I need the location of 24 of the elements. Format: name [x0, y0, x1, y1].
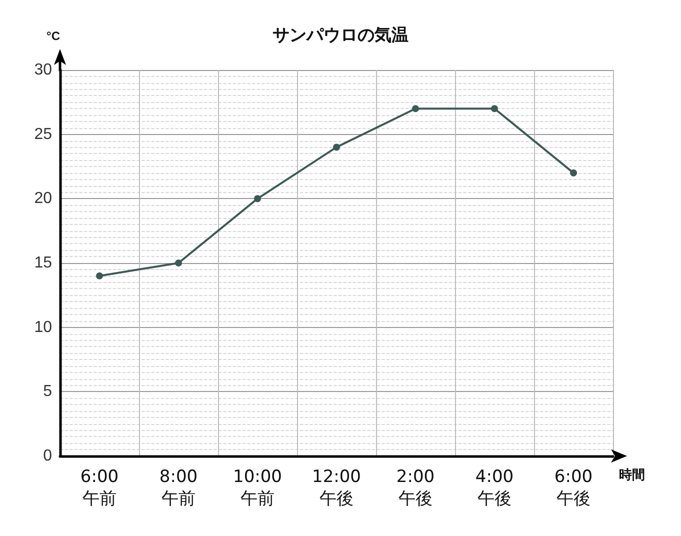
- point: [175, 260, 182, 266]
- x-tick-label: 6:00 午後: [554, 467, 593, 509]
- point: [254, 195, 261, 202]
- x-tick-label: 2:00 午後: [396, 467, 435, 509]
- y-axis-title: °C: [46, 29, 60, 43]
- x-tick-label: 6:00 午前: [80, 467, 119, 509]
- y-tick-label: 5: [43, 383, 52, 400]
- x-tick-label: 10:00 午前: [233, 467, 282, 509]
- point: [96, 272, 103, 280]
- point: [412, 105, 419, 112]
- point: [491, 105, 498, 112]
- y-tick-label: 30: [34, 62, 52, 78]
- x-axis-title: 時間: [619, 467, 645, 482]
- point: [570, 169, 577, 176]
- x-tick-label: 4:00 午後: [475, 467, 514, 509]
- point: [333, 144, 340, 151]
- y-tick-label: 15: [34, 254, 52, 272]
- y-tick-label: 0: [43, 448, 52, 464]
- y-tick-label: 20: [34, 190, 52, 208]
- x-tick-label: 8:00 午前: [159, 467, 198, 509]
- x-tick-label: 12:00 午後: [312, 467, 361, 509]
- y-tick-label: 10: [34, 318, 52, 336]
- y-tick-label: 25: [34, 126, 52, 143]
- chart-title: サンパウロの気温: [272, 26, 408, 46]
